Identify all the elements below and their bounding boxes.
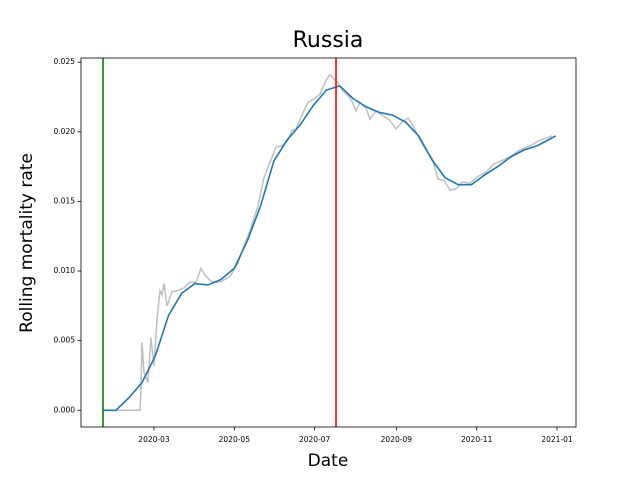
- y-tick-label: 0.025: [54, 57, 76, 66]
- y-tick-label: 0.000: [54, 405, 76, 414]
- y-tick-label: 0.005: [54, 336, 76, 345]
- x-tick-label: 2020-03: [138, 435, 170, 444]
- x-tick-label: 2020-09: [381, 435, 413, 444]
- x-axis-label: Date: [308, 451, 349, 471]
- x-tick-label: 2020-05: [219, 435, 251, 444]
- y-tick-label: 0.020: [54, 127, 76, 136]
- chart-title: Russia: [293, 28, 364, 53]
- x-tick-label: 2021-01: [541, 435, 573, 444]
- x-tick-label: 2020-07: [299, 435, 331, 444]
- x-tick-label: 2020-11: [461, 435, 493, 444]
- y-tick-label: 0.015: [54, 196, 76, 205]
- plot-frame: [80, 57, 577, 428]
- series-line: [102, 84, 557, 412]
- series-line: [103, 73, 553, 412]
- y-tick-label: 0.010: [54, 266, 76, 275]
- y-axis-label: Rolling mortality rate: [17, 153, 37, 333]
